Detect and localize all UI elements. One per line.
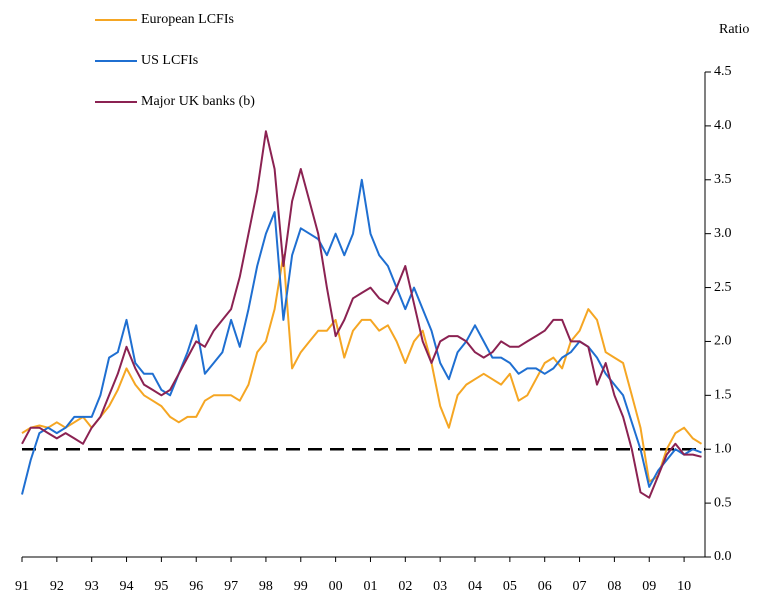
x-tick-label: 98: [259, 579, 273, 594]
y-tick-label: 1.0: [714, 441, 732, 456]
x-tick-label: 00: [329, 579, 343, 594]
x-tick-label: 02: [398, 579, 412, 594]
y-tick-label: 4.0: [714, 118, 732, 133]
x-tick-label: 97: [224, 579, 238, 594]
x-tick-label: 09: [642, 579, 656, 594]
x-tick-label: 04: [468, 579, 482, 594]
x-tick-label: 08: [607, 579, 621, 594]
x-tick-label: 93: [85, 579, 99, 594]
x-tick-label: 10: [677, 579, 691, 594]
y-tick-label: 2.0: [714, 334, 732, 349]
x-tick-label: 03: [433, 579, 447, 594]
x-tick-label: 99: [294, 579, 308, 594]
y-tick-label: 3.0: [714, 226, 732, 241]
y-tick-label: 3.5: [714, 172, 732, 187]
y-axis-label: Ratio: [719, 22, 749, 37]
y-tick-label: 2.5: [714, 280, 732, 295]
x-tick-label: 91: [15, 579, 29, 594]
x-tick-label: 05: [503, 579, 517, 594]
y-tick-label: 0.0: [714, 549, 732, 564]
x-tick-label: 95: [154, 579, 168, 594]
y-tick-label: 0.5: [714, 495, 732, 510]
x-tick-label: 06: [538, 579, 552, 594]
x-tick-label: 94: [120, 579, 134, 594]
x-tick-label: 07: [573, 579, 587, 594]
x-tick-label: 01: [363, 579, 377, 594]
y-tick-label: 4.5: [714, 64, 732, 79]
x-tick-label: 96: [189, 579, 203, 594]
series-line: [21, 178, 702, 495]
series-line: [21, 254, 703, 483]
legend-label: US LCFIs: [141, 53, 198, 68]
y-tick-label: 1.5: [714, 388, 732, 403]
x-tick-label: 92: [50, 579, 64, 594]
series-line: [21, 130, 702, 499]
legend-label: European LCFIs: [141, 12, 234, 27]
legend-label: Major UK banks (b): [141, 94, 255, 109]
